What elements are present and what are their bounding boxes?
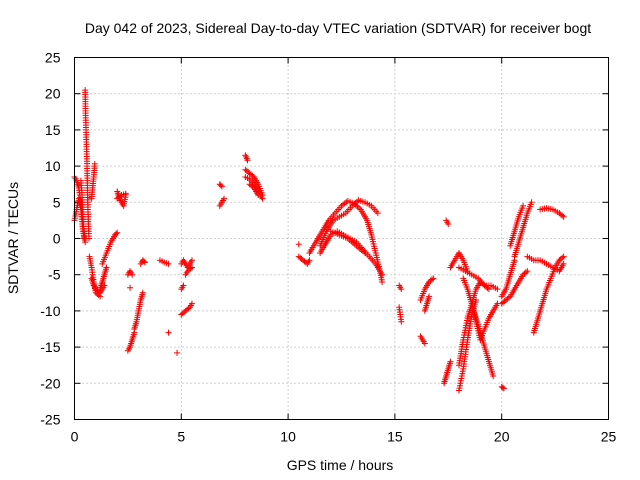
data-point <box>165 329 172 336</box>
x-tick-label: 0 <box>71 429 79 445</box>
data-point <box>560 253 567 260</box>
y-tick-label: 5 <box>53 194 61 210</box>
data-point <box>103 264 110 271</box>
x-tick-label: 25 <box>601 429 617 445</box>
data-point <box>113 230 120 237</box>
y-tick-label: -15 <box>40 339 60 355</box>
y-tick-label: 0 <box>53 231 61 247</box>
data-point <box>141 259 148 266</box>
data-point <box>180 282 187 289</box>
data-point <box>447 358 454 365</box>
data-point <box>86 235 93 242</box>
data-point <box>560 213 567 220</box>
data-point <box>217 182 224 189</box>
data-point <box>560 260 567 267</box>
plot-frame <box>74 57 609 420</box>
data-point <box>185 305 192 312</box>
data-point <box>505 294 512 301</box>
data-point <box>139 289 146 296</box>
data-point <box>398 318 405 325</box>
data-point <box>129 271 136 278</box>
data-point <box>430 275 437 282</box>
data-point <box>82 239 89 246</box>
data-point <box>374 210 381 217</box>
data-point <box>379 271 386 278</box>
data-point <box>528 199 535 206</box>
data-point <box>249 172 256 179</box>
data-point <box>259 195 266 202</box>
x-tick-label: 20 <box>494 429 510 445</box>
data-point <box>421 340 428 347</box>
data-point <box>255 192 262 199</box>
data-point <box>127 284 134 291</box>
data-point <box>295 241 302 248</box>
x-axis-label: GPS time / hours <box>287 457 394 473</box>
data-point <box>426 293 433 300</box>
y-tick-label: 20 <box>45 86 61 102</box>
data-point <box>445 221 452 228</box>
y-tick-label: 15 <box>45 122 61 138</box>
y-tick-label: 25 <box>45 50 61 66</box>
data-point <box>188 300 195 307</box>
data-point <box>490 373 497 380</box>
data-point <box>221 195 228 202</box>
y-tick-label: -20 <box>40 375 60 391</box>
data-point <box>140 258 147 265</box>
data-point <box>473 297 480 304</box>
y-axis-label: SDTVAR / TECUs <box>5 182 21 294</box>
data-point <box>174 349 181 356</box>
data-point <box>249 183 256 190</box>
data-point <box>244 157 251 164</box>
data-point <box>559 212 566 219</box>
x-tick-labels: 0 5 10 15 20 25 <box>71 429 617 445</box>
data-point <box>524 268 531 275</box>
data-point <box>520 202 527 209</box>
y-tick-labels: -25 -20 -15 -10 -5 0 5 10 15 20 25 <box>40 50 60 428</box>
y-tick-label: -10 <box>40 303 60 319</box>
data-point <box>494 286 501 293</box>
data-point <box>361 249 368 256</box>
x-tick-label: 15 <box>387 429 403 445</box>
data-point <box>379 278 386 285</box>
data-point <box>398 286 405 293</box>
data-point <box>91 160 98 167</box>
data-point <box>428 276 435 283</box>
y-tick-label: 10 <box>45 158 61 174</box>
x-tick-label: 10 <box>280 429 296 445</box>
data-point <box>522 269 529 276</box>
chart-title: Day 042 of 2023, Sidereal Day-to-day VTE… <box>85 20 591 36</box>
data-point <box>218 183 225 190</box>
y-tick-label: -5 <box>48 267 61 283</box>
grid-lines <box>74 57 609 420</box>
data-point <box>188 264 195 271</box>
data-point <box>187 265 194 272</box>
data-point <box>306 257 313 264</box>
data-point <box>188 257 195 264</box>
data-point <box>114 229 121 236</box>
data-point <box>122 190 129 197</box>
data-point <box>559 254 566 261</box>
data-point <box>165 260 172 267</box>
y-tick-label: -25 <box>40 412 60 428</box>
data-points <box>71 87 567 394</box>
x-tick-label: 5 <box>177 429 185 445</box>
data-point <box>499 384 506 391</box>
data-point <box>500 385 507 392</box>
data-point <box>117 193 124 200</box>
axis-ticks <box>74 57 609 420</box>
